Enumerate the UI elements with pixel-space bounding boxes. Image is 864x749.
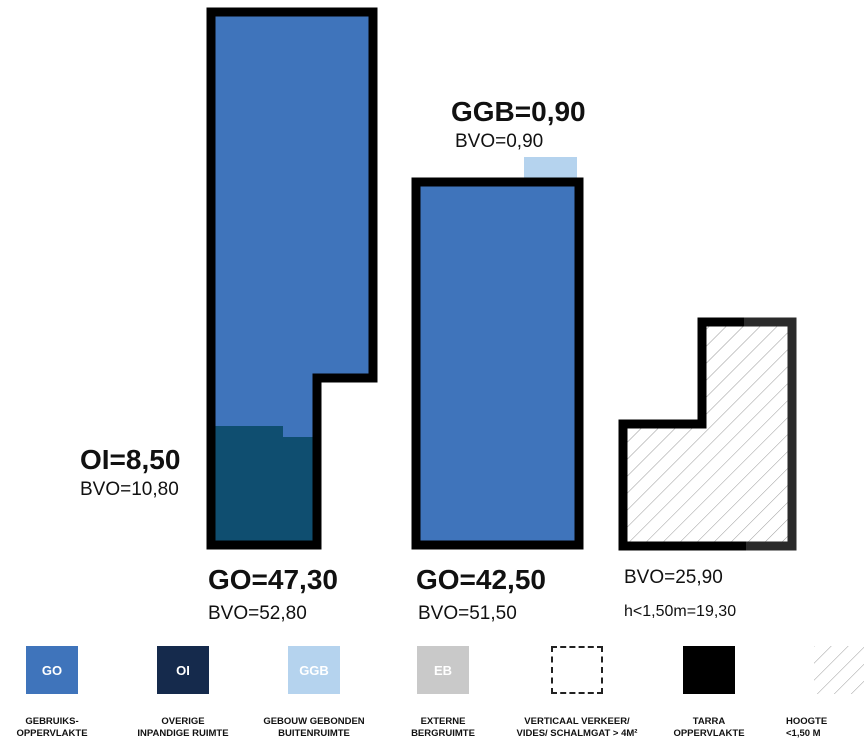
legend-go-code: GO [41, 662, 63, 678]
block-1-oi-area [211, 426, 317, 545]
block-1 [206, 7, 378, 550]
block-3-hatched-area [623, 322, 792, 546]
oi-bvo: BVO=10,80 [80, 479, 179, 500]
legend-go-swatch: GO [26, 646, 78, 694]
legend-eb-caption: EXTERNE BERGRUIMTE [411, 716, 475, 739]
legend-vertical-traffic-swatch [551, 646, 603, 694]
hatch-icon [814, 646, 864, 694]
legend-tarra-swatch [683, 646, 735, 694]
block-1-go-area [211, 12, 373, 545]
legend-ggb-caption: GEBOUW GEBONDEN BUITENRUIMTE [263, 716, 365, 739]
oi-title: OI=8,50 [80, 444, 181, 475]
block-2-go-title: GO=42,50 [416, 564, 546, 595]
ggb-title: GGB=0,90 [451, 96, 586, 127]
legend-eb-code: EB [433, 662, 453, 678]
legend-go-caption: GEBRUIKS- OPPERVLAKTE [16, 716, 88, 739]
block-1-go-title: GO=47,30 [208, 564, 338, 595]
block-1-bvo: BVO=52,80 [208, 603, 307, 624]
block-3-height-area: h<1,50m=19,30 [624, 603, 737, 620]
block-3 [618, 317, 797, 551]
block-2-bvo: BVO=51,50 [418, 603, 517, 624]
legend-ggb-code: GGB [299, 662, 329, 678]
ggb-bvo: BVO=0,90 [455, 131, 544, 152]
legend-vertical-traffic-caption: VERTICAAL VERKEER/ VIDES/ SCHALMGAT > 4M… [516, 716, 638, 739]
legend-height-caption: HOOGTE <1,50 M [786, 716, 828, 739]
block-2 [411, 157, 584, 550]
block-3-bvo: BVO=25,90 [624, 567, 723, 588]
block-3-gray-edge [744, 317, 797, 551]
block-2-ggb-balcony [524, 157, 577, 181]
legend-oi-code: OI [176, 662, 190, 678]
legend-eb-swatch: EB [417, 646, 469, 694]
legend-tarra-caption: TARRA OPPERVLAKTE [673, 716, 745, 739]
legend-ggb-swatch: GGB [288, 646, 340, 694]
legend-oi-swatch: OI [157, 646, 209, 694]
legend-oi-caption: OVERIGE INPANDIGE RUIMTE [137, 716, 229, 739]
block-1-tarra-outline [206, 7, 378, 550]
legend-height-swatch [814, 646, 864, 694]
block-2-go-area [416, 182, 579, 545]
block-2-tarra-outline [411, 177, 584, 550]
